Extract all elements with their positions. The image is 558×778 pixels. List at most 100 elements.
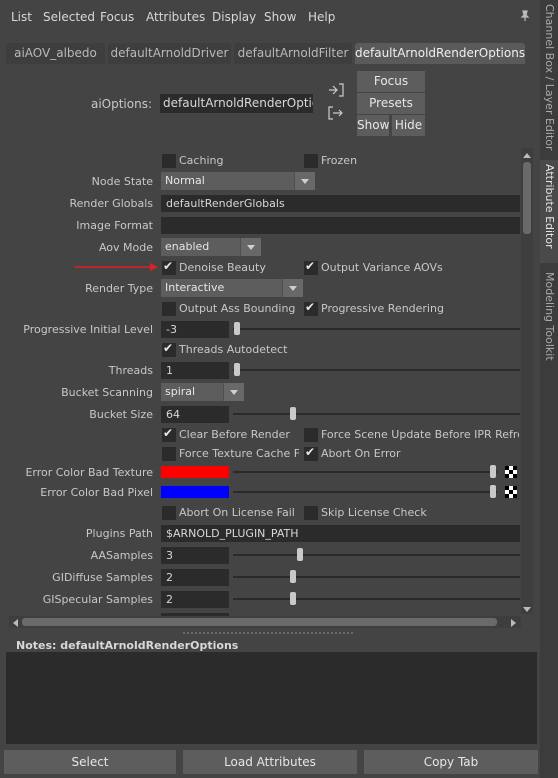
node-state-dropdown[interactable]: Normal [161, 172, 315, 190]
color-picker-icon[interactable] [505, 466, 517, 478]
frozen-label: Frozen [321, 154, 358, 167]
aa-samples-slider[interactable] [297, 548, 303, 561]
image-format-field[interactable] [161, 217, 520, 234]
render-type-label: Render Type [85, 282, 153, 295]
threads-autodetect-checkbox[interactable] [162, 341, 176, 357]
error-color-bad-pixel-swatch[interactable] [161, 486, 229, 498]
menu-show[interactable]: Show [264, 10, 297, 24]
image-format-label: Image Format [76, 219, 153, 232]
progressive-initial-level-track [233, 328, 520, 330]
threads-track [233, 369, 520, 371]
bucket-size-label: Bucket Size [89, 408, 153, 421]
progressive-initial-level-field[interactable]: -3 [161, 321, 229, 338]
vertical-scrollbar[interactable] [521, 148, 533, 614]
error-color-bad-texture-swatch[interactable] [161, 466, 229, 478]
node-tabs: aiAOV_albedo defaultArnoldDriver default… [4, 43, 535, 64]
gi-specular-samples-track [233, 598, 520, 600]
pane-splitter[interactable] [183, 632, 353, 636]
show-button[interactable]: Show [357, 115, 389, 136]
force-texture-cache-checkbox[interactable] [162, 447, 176, 461]
threads-slider[interactable] [234, 363, 240, 376]
error-color-bad-texture-slider[interactable] [490, 465, 496, 478]
gi-specular-samples-field[interactable]: 2 [161, 591, 229, 608]
error-color-bad-pixel-slider[interactable] [490, 485, 496, 498]
copy-tab-button[interactable]: Copy Tab [364, 750, 538, 774]
side-tab-attribute-editor[interactable]: Attribute Editor [540, 160, 558, 263]
side-tab-modeling-toolkit[interactable]: Modeling Toolkit [540, 268, 558, 373]
output-ass-bounding-checkbox[interactable] [162, 302, 176, 316]
color-picker-icon[interactable] [505, 486, 517, 498]
output-variance-checkbox[interactable] [304, 259, 318, 275]
output-connections-icon[interactable] [327, 106, 345, 123]
input-connections-icon[interactable] [327, 83, 345, 100]
render-globals-field[interactable]: defaultRenderGlobals [161, 195, 520, 212]
menu-list[interactable]: List [11, 10, 32, 24]
error-color-bad-texture-track [233, 471, 497, 473]
chevron-down-icon [223, 383, 244, 401]
presets-button[interactable]: Presets [357, 93, 425, 114]
gi-diffuse-samples-field[interactable]: 2 [161, 569, 229, 586]
force-scene-update-checkbox[interactable] [304, 428, 318, 442]
scroll-up-icon[interactable] [522, 149, 532, 162]
menu-attributes[interactable]: Attributes [146, 10, 206, 24]
caching-checkbox[interactable] [162, 154, 176, 168]
notes-textarea[interactable] [6, 652, 537, 744]
progressive-rendering-checkbox[interactable] [304, 300, 318, 316]
threads-field[interactable]: 1 [161, 362, 229, 379]
chevron-down-icon [240, 238, 261, 256]
frozen-checkbox[interactable] [304, 154, 318, 168]
pin-icon[interactable] [519, 10, 531, 22]
error-color-bad-pixel-track [233, 491, 497, 493]
scroll-left-icon[interactable] [11, 618, 19, 631]
notes-label: Notes: defaultArnoldRenderOptions [16, 639, 239, 652]
gi-specular-samples-label: GISpecular Samples [42, 593, 153, 606]
hide-button[interactable]: Hide [392, 115, 425, 136]
tab-default-arnold-render-options[interactable]: defaultArnoldRenderOptions [355, 43, 525, 64]
gi-diffuse-samples-slider[interactable] [290, 570, 296, 583]
gi-specular-samples-slider[interactable] [290, 592, 296, 605]
denoise-beauty-checkbox[interactable] [162, 259, 176, 275]
chevron-down-icon [294, 172, 315, 190]
horizontal-scroll-thumb[interactable] [22, 618, 497, 626]
side-tab-channel-box[interactable]: Channel Box / Layer Editor [540, 0, 558, 155]
render-type-dropdown[interactable]: Interactive [161, 279, 303, 297]
bucket-scanning-dropdown[interactable]: spiral [161, 383, 244, 401]
threads-autodetect-label: Threads Autodetect [179, 343, 288, 356]
annotation-arrow [74, 262, 160, 275]
node-state-label: Node State [91, 175, 153, 188]
plugins-path-field[interactable]: $ARNOLD_PLUGIN_PATH [161, 525, 520, 542]
scroll-down-icon[interactable] [522, 604, 532, 617]
select-button[interactable]: Select [4, 750, 176, 774]
node-name-field[interactable]: defaultArnoldRenderOptions [160, 94, 313, 113]
menu-display[interactable]: Display [212, 10, 257, 24]
aa-samples-field[interactable]: 3 [161, 547, 229, 564]
aov-mode-dropdown[interactable]: enabled [161, 238, 261, 256]
bucket-size-field[interactable]: 64 [161, 406, 229, 423]
plugins-path-label: Plugins Path [85, 527, 153, 540]
vertical-scroll-thumb[interactable] [523, 162, 531, 234]
scroll-right-icon[interactable] [510, 618, 518, 631]
tab-default-arnold-driver[interactable]: defaultArnoldDriver [108, 43, 231, 64]
error-color-bad-pixel-label: Error Color Bad Pixel [40, 486, 153, 499]
force-scene-update-label: Force Scene Update Before IPR Refresh [321, 428, 519, 441]
progressive-rendering-label: Progressive Rendering [321, 302, 444, 315]
tab-default-arnold-filter[interactable]: defaultArnoldFilter [234, 43, 352, 64]
tab-aiaov-albedo[interactable]: aiAOV_albedo [6, 43, 105, 64]
load-attributes-button[interactable]: Load Attributes [183, 750, 357, 774]
menu-help[interactable]: Help [308, 10, 336, 24]
output-variance-label: Output Variance AOVs [321, 261, 443, 274]
progressive-initial-level-slider[interactable] [234, 322, 240, 335]
abort-on-license-fail-checkbox[interactable] [162, 506, 176, 520]
bucket-scanning-label: Bucket Scanning [61, 386, 153, 399]
render-globals-label: Render Globals [69, 197, 153, 210]
progressive-initial-level-label: Progressive Initial Level [23, 323, 153, 336]
focus-button[interactable]: Focus [357, 71, 425, 92]
menu-selected[interactable]: Selected [43, 10, 96, 24]
clear-before-render-label: Clear Before Render [179, 428, 290, 441]
abort-on-error-checkbox[interactable] [304, 445, 318, 461]
menu-focus[interactable]: Focus [100, 10, 135, 24]
skip-license-check-checkbox[interactable] [304, 506, 318, 520]
output-ass-bounding-label: Output Ass Bounding E [179, 302, 299, 315]
clear-before-render-checkbox[interactable] [162, 426, 176, 442]
bucket-size-slider[interactable] [290, 407, 296, 420]
